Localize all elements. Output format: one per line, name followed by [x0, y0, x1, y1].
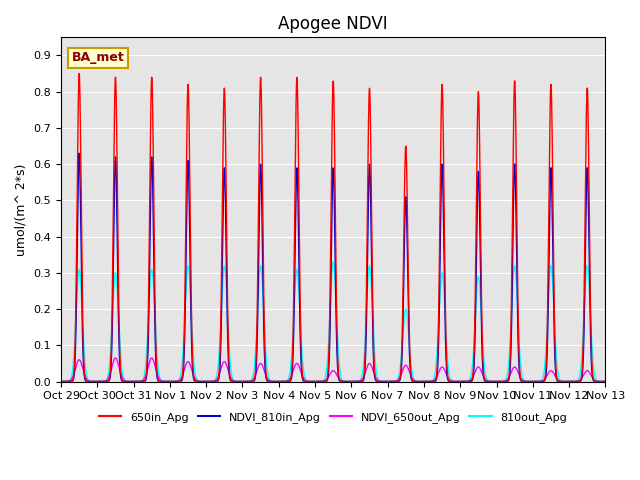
Y-axis label: umol/(m^ 2*s): umol/(m^ 2*s) — [15, 163, 28, 256]
NDVI_650out_Apg — [120, 376, 127, 382]
650in_Apg — [266, 379, 274, 384]
810out_Apg — [602, 379, 609, 384]
650in_Apg — [152, 331, 159, 336]
650in_Apg — [602, 379, 609, 384]
NDVI_810in_Apg — [602, 379, 609, 384]
650in_Apg — [120, 379, 127, 384]
NDVI_810in_Apg — [152, 350, 159, 356]
650in_Apg — [532, 379, 540, 384]
650in_Apg — [76, 71, 83, 76]
Line: 650in_Apg: 650in_Apg — [61, 73, 605, 382]
NDVI_650out_Apg — [591, 377, 598, 383]
NDVI_810in_Apg — [266, 379, 274, 384]
650in_Apg — [57, 379, 65, 384]
NDVI_650out_Apg — [152, 365, 159, 371]
NDVI_650out_Apg — [532, 379, 540, 384]
810out_Apg — [57, 379, 65, 384]
Title: Apogee NDVI: Apogee NDVI — [278, 15, 388, 33]
NDVI_810in_Apg — [76, 150, 83, 156]
810out_Apg — [266, 377, 274, 383]
810out_Apg — [289, 321, 297, 326]
NDVI_650out_Apg — [111, 355, 119, 361]
Line: NDVI_650out_Apg: NDVI_650out_Apg — [61, 358, 605, 382]
Text: BA_met: BA_met — [72, 51, 125, 64]
NDVI_810in_Apg — [532, 379, 540, 384]
810out_Apg — [119, 373, 127, 379]
810out_Apg — [330, 259, 337, 265]
NDVI_810in_Apg — [57, 379, 65, 384]
Line: 810out_Apg: 810out_Apg — [61, 262, 605, 382]
810out_Apg — [591, 373, 598, 379]
NDVI_810in_Apg — [290, 335, 298, 341]
650in_Apg — [290, 305, 298, 311]
NDVI_650out_Apg — [57, 379, 65, 384]
650in_Apg — [591, 378, 598, 384]
810out_Apg — [532, 379, 540, 384]
Line: NDVI_810in_Apg: NDVI_810in_Apg — [61, 153, 605, 382]
Legend: 650in_Apg, NDVI_810in_Apg, NDVI_650out_Apg, 810out_Apg: 650in_Apg, NDVI_810in_Apg, NDVI_650out_A… — [95, 408, 572, 428]
NDVI_810in_Apg — [591, 379, 598, 384]
NDVI_650out_Apg — [290, 367, 298, 372]
NDVI_810in_Apg — [120, 379, 127, 384]
NDVI_650out_Apg — [602, 379, 609, 384]
810out_Apg — [152, 323, 159, 329]
NDVI_650out_Apg — [266, 378, 274, 384]
